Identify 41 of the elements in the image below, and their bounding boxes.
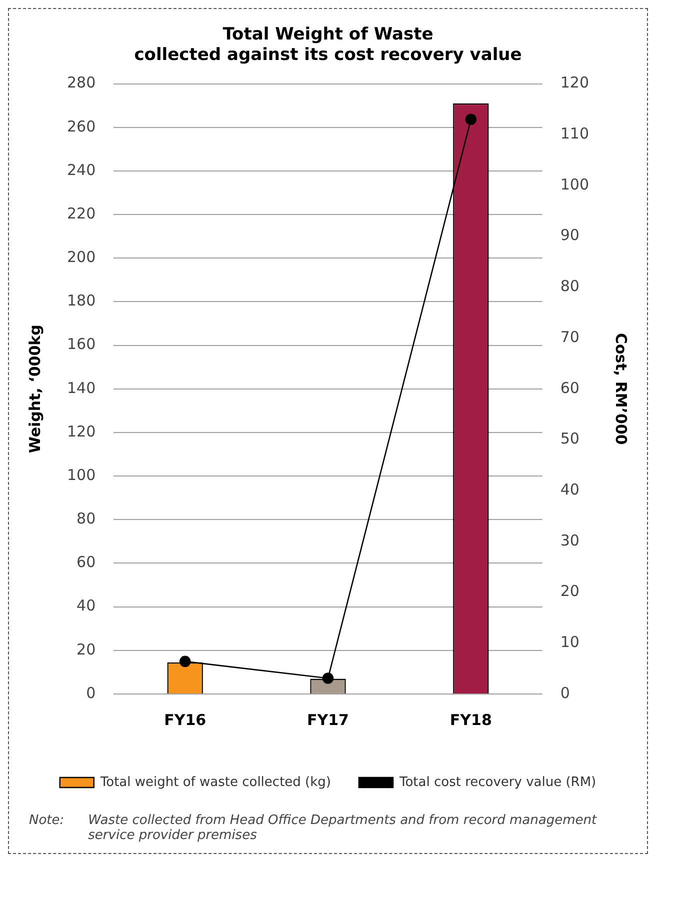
- text: Note:: [29, 813, 64, 830]
- y-tick-label: 200: [66, 248, 96, 266]
- y2-tick-label: 0: [560, 684, 570, 702]
- y2-tick-label: 90: [560, 226, 580, 244]
- y-tick-label: 280: [66, 74, 96, 92]
- y-tick-label: 40: [76, 596, 96, 615]
- legend-label: Total weight of waste collected (kg): [99, 774, 331, 790]
- y2-tick-label: 50: [560, 430, 580, 448]
- y-tick-label: 100: [66, 466, 96, 484]
- x-tick-label: FY18: [450, 710, 492, 729]
- y2-tick-label: 10: [560, 633, 580, 652]
- y2-tick-label: 30: [560, 531, 580, 550]
- y-tick-label: 20: [76, 640, 96, 658]
- y2-tick-label: 80: [560, 277, 580, 296]
- y-tick-label: 120: [66, 422, 96, 440]
- y-tick-label: 180: [66, 292, 96, 310]
- y-tick-label: 240: [66, 160, 96, 179]
- y-tick-label: 220: [66, 204, 96, 222]
- x-tick-label: FY17: [307, 710, 349, 729]
- y-tick-label: 60: [76, 553, 96, 572]
- y-tick-label: 260: [66, 117, 96, 136]
- chart-title: Total Weight of Waste collected against its cost recovery value: [134, 24, 522, 66]
- y2-tick-label: 70: [560, 328, 580, 346]
- y2-tick-label: 100: [560, 175, 590, 194]
- y-tick-label: 0: [86, 684, 96, 702]
- y2-axis-title: Cost, RM’000: [612, 332, 630, 445]
- legend-label: Total cost recovery value (RM): [398, 774, 596, 790]
- y-tick-label: 160: [66, 335, 96, 354]
- point: [322, 672, 334, 684]
- y2-tick-label: 60: [560, 378, 580, 397]
- y2-tick-label: 40: [560, 480, 580, 498]
- point: [179, 656, 191, 668]
- text: Waste collected from Head Office Departments and from record management service provider premises: [88, 813, 598, 843]
- y-axis-title: Weight, ‘000kg: [26, 324, 44, 454]
- y2-tick-label: 110: [560, 124, 590, 143]
- y-tick-label: 140: [66, 378, 96, 397]
- y-tick-label: 80: [76, 510, 96, 528]
- y2-tick-label: 120: [560, 74, 590, 92]
- y2-tick-label: 20: [560, 582, 580, 600]
- x-tick-label: FY16: [164, 710, 206, 729]
- point: [465, 114, 477, 126]
